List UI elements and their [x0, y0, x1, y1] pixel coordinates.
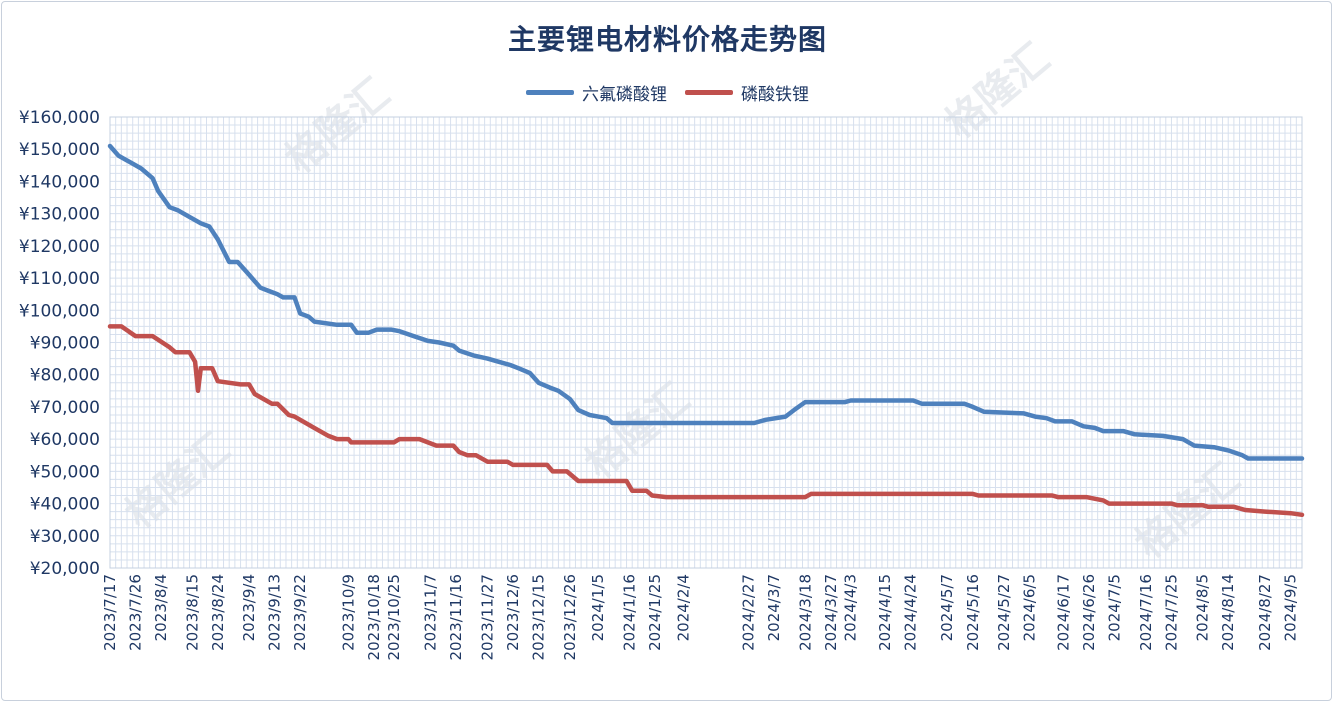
y-tick-label: ¥160,000 [19, 108, 100, 128]
x-axis: 2023/7/17 2023/7/26 2023/8/4 2023/8/15 2023/… [101, 574, 1300, 660]
x-tick-label: 2023/7/17 [101, 574, 119, 651]
x-tick-label: 2024/3/27 [822, 574, 840, 651]
grid-lines [109, 116, 1303, 569]
x-tick-label: 2024/7/5 [1106, 574, 1124, 641]
x-tick-label: 2024/6/5 [1021, 574, 1039, 641]
series-lines [107, 143, 1305, 518]
chart-legend: 六氟磷酸锂 磷酸铁锂 [0, 80, 1335, 105]
y-tick-label: ¥140,000 [19, 172, 100, 192]
x-tick-label: 2024/6/17 [1055, 574, 1073, 651]
x-tick-label: 2024/3/18 [796, 574, 814, 651]
x-tick-label: 2024/9/5 [1282, 574, 1300, 641]
x-tick-label: 2024/3/7 [765, 574, 783, 641]
x-tick-label: 2023/11/7 [422, 574, 440, 651]
legend-label-series-2: 磷酸铁锂 [741, 85, 809, 105]
x-tick-label: 2024/4/15 [876, 574, 894, 651]
legend-item-series-1[interactable]: 六氟磷酸锂 [526, 80, 667, 105]
x-tick-label: 2024/2/27 [740, 574, 758, 651]
y-tick-label: ¥20,000 [30, 559, 100, 579]
x-tick-label: 2024/1/25 [646, 574, 664, 651]
x-tick-label: 2023/12/6 [504, 574, 522, 651]
x-tick-label: 2024/6/26 [1080, 574, 1098, 651]
y-tick-label: ¥120,000 [19, 237, 100, 257]
y-tick-label: ¥40,000 [30, 495, 100, 515]
x-tick-label: 2024/8/5 [1194, 574, 1212, 641]
legend-label-series-1: 六氟磷酸锂 [582, 85, 667, 105]
y-tick-label: ¥100,000 [19, 301, 100, 321]
x-tick-label: 2024/7/16 [1137, 574, 1155, 651]
x-tick-label: 2023/8/15 [183, 574, 201, 651]
y-tick-label: ¥130,000 [19, 205, 100, 225]
y-tick-label: ¥30,000 [30, 527, 100, 547]
x-tick-label: 2024/5/7 [938, 574, 956, 641]
y-tick-label: ¥90,000 [30, 334, 100, 354]
x-tick-label: 2024/7/25 [1162, 574, 1180, 651]
x-tick-label: 2024/2/4 [674, 574, 692, 641]
series-line-1 [107, 143, 1305, 461]
y-tick-label: ¥150,000 [19, 140, 100, 160]
plot-area-border [109, 116, 1303, 569]
x-tick-label: 2024/4/24 [901, 574, 919, 651]
y-tick-label: ¥50,000 [30, 462, 100, 482]
x-tick-label: 2023/8/4 [152, 574, 170, 641]
y-tick-label: ¥80,000 [30, 366, 100, 386]
y-tick-label: ¥110,000 [19, 269, 100, 289]
legend-swatch-series-1 [526, 90, 574, 95]
y-axis: ¥20,000 ¥30,000 ¥40,000 ¥50,000 ¥60,000 ¥70,0… [19, 108, 100, 579]
x-tick-label: 2024/5/16 [964, 574, 982, 651]
x-tick-label: 2023/9/13 [266, 574, 284, 651]
series-line-2 [107, 324, 1305, 518]
x-tick-label: 2024/8/14 [1219, 574, 1237, 651]
x-tick-label: 2023/12/15 [530, 574, 548, 660]
x-tick-label: 2023/11/27 [478, 574, 496, 660]
legend-swatch-series-2 [685, 90, 733, 95]
watermark-logo: 格隆汇 [937, 35, 1058, 147]
x-tick-label: 2023/11/16 [447, 574, 465, 660]
x-tick-label: 2024/1/16 [620, 574, 638, 651]
x-tick-label: 2023/8/24 [209, 574, 227, 651]
x-tick-label: 2023/10/9 [339, 574, 357, 651]
x-tick-label: 2024/1/5 [589, 574, 607, 641]
x-tick-label: 2023/12/26 [561, 574, 579, 660]
x-tick-label: 2023/9/22 [291, 574, 309, 651]
x-tick-label: 2023/9/4 [240, 574, 258, 641]
x-tick-label: 2023/7/26 [127, 574, 145, 651]
y-tick-label: ¥70,000 [30, 398, 100, 418]
x-tick-label: 2023/10/25 [385, 574, 403, 660]
watermark-logo: 格隆汇 [117, 425, 238, 537]
chart-title: 主要锂电材料价格走势图 [507, 23, 827, 56]
legend-item-series-2[interactable]: 磷酸铁锂 [685, 80, 809, 105]
x-tick-label: 2024/4/3 [842, 574, 860, 641]
x-tick-label: 2023/10/18 [365, 574, 383, 660]
x-tick-label: 2024/5/27 [995, 574, 1013, 651]
x-tick-label: 2024/8/27 [1256, 574, 1274, 651]
y-tick-label: ¥60,000 [30, 430, 100, 450]
